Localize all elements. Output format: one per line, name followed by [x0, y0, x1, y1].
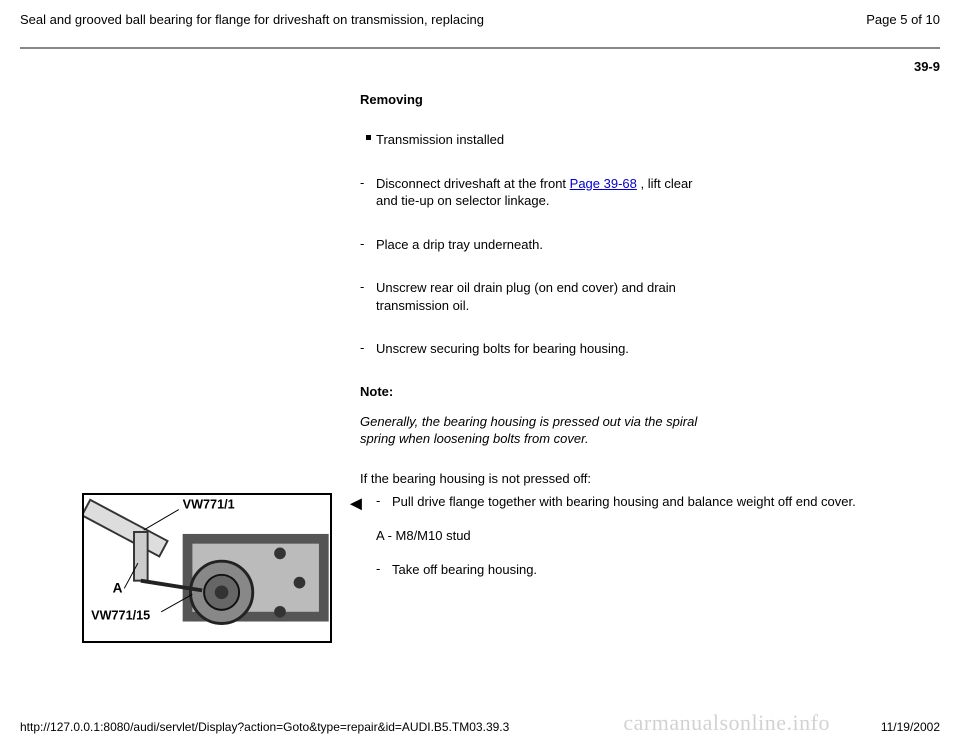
section-heading: Removing — [360, 92, 700, 107]
step-text: Unscrew rear oil drain plug (on end cove… — [376, 279, 700, 314]
figure-label-top: VW771/1 — [183, 498, 235, 512]
technical-figure: VW771/1 A VW771/15 — [82, 493, 332, 643]
note-body: Generally, the bearing housing is presse… — [360, 413, 700, 448]
page-link[interactable]: Page 39-68 — [570, 176, 637, 191]
figure-label-bottom: VW771/15 — [91, 609, 150, 623]
main-content: Removing Transmission installed - Discon… — [360, 92, 700, 487]
dash-marker: - — [376, 561, 392, 576]
bullet-text: Transmission installed — [376, 131, 700, 149]
dash-marker: - — [360, 279, 376, 294]
step1-pre: Disconnect driveshaft at the front — [376, 176, 570, 191]
figure-label-a: A — [113, 581, 123, 596]
footer-url: http://127.0.0.1:8080/audi/servlet/Displ… — [20, 720, 509, 734]
bullet-item: Transmission installed — [360, 131, 700, 149]
footer-date: 11/19/2002 — [881, 720, 940, 734]
step-text: Unscrew securing bolts for bearing housi… — [376, 340, 700, 358]
step-item: - Unscrew rear oil drain plug (on end co… — [360, 279, 700, 314]
dash-marker: - — [360, 175, 376, 190]
followup-text: If the bearing housing is not pressed of… — [360, 470, 700, 488]
arrow-icon: ◄ — [346, 493, 366, 516]
step-text: Pull drive flange together with bearing … — [392, 493, 940, 511]
header-divider — [20, 47, 940, 49]
note-label: Note: — [360, 384, 700, 399]
step-item: - Take off bearing housing. — [376, 561, 940, 579]
page-indicator: Page 5 of 10 — [866, 12, 940, 27]
step-text: Disconnect driveshaft at the front Page … — [376, 175, 700, 210]
lower-section: VW771/1 A VW771/15 ◄ - Pull drive flange… — [20, 493, 940, 643]
dash-marker: - — [376, 493, 392, 508]
step-item: - Disconnect driveshaft at the front Pag… — [360, 175, 700, 210]
step-item: - Unscrew securing bolts for bearing hou… — [360, 340, 700, 358]
lower-content: - Pull drive flange together with bearin… — [376, 493, 940, 594]
dash-marker: - — [360, 236, 376, 251]
bullet-marker-icon — [360, 131, 376, 140]
step-text: Place a drip tray underneath. — [376, 236, 700, 254]
step-text: Take off bearing housing. — [392, 561, 940, 579]
step-item: - Place a drip tray underneath. — [360, 236, 700, 254]
dash-marker: - — [360, 340, 376, 355]
watermark: carmanualsonline.info — [623, 710, 830, 736]
doc-title: Seal and grooved ball bearing for flange… — [20, 12, 484, 27]
page-reference: 39-9 — [20, 59, 940, 74]
definition-item: A - M8/M10 stud — [376, 527, 940, 545]
step-item: - Pull drive flange together with bearin… — [376, 493, 940, 511]
